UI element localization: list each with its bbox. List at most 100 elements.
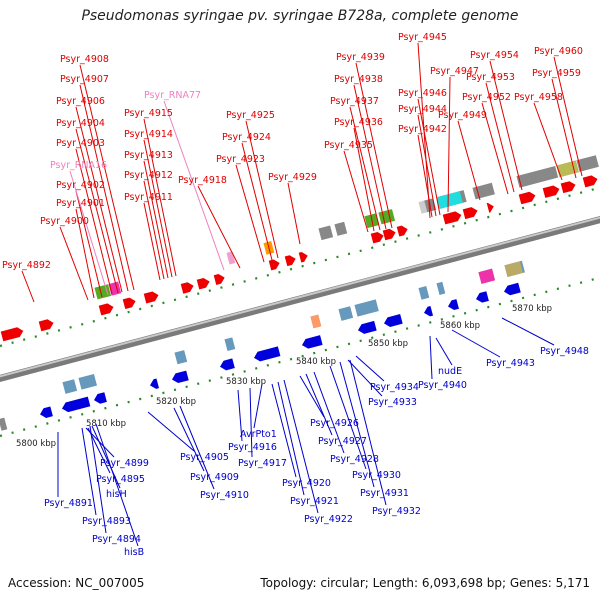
reverse-gene-label[interactable]: Psyr_4943 [486,358,535,369]
forward-gene-label[interactable]: Psyr_4942 [398,124,447,135]
forward-rna[interactable] [226,251,236,265]
reverse-gene-label[interactable]: Psyr_4926 [310,418,359,429]
reverse-gene-arrow[interactable] [447,299,459,311]
forward-gene-label[interactable]: Psyr_4944 [398,104,447,115]
reverse-gene-label[interactable]: Psyr_4909 [190,472,239,483]
forward-gene-arrow[interactable] [143,290,160,304]
rna-label[interactable]: Psyr_RNA77 [144,90,201,101]
forward-gene-label[interactable]: Psyr_4900 [40,216,89,227]
forward-gene-label[interactable]: Psyr_4936 [334,117,383,128]
reverse-gene-arrow[interactable] [301,335,323,350]
reverse-gene-label[interactable]: Psyr_4940 [418,380,467,391]
forward-gene-label[interactable]: Psyr_4918 [178,175,227,186]
forward-gene-label[interactable]: Psyr_4954 [470,50,519,61]
reverse-gene-block[interactable] [62,379,78,394]
forward-gene-label[interactable]: Psyr_4945 [398,32,447,43]
reverse-gene-label[interactable]: Psyr_4931 [360,488,409,499]
forward-gene-label[interactable]: Psyr_4902 [56,180,105,191]
forward-gene-label[interactable]: Psyr_4915 [124,108,173,119]
reverse-gene-arrow[interactable] [61,396,91,414]
forward-gene-label[interactable]: Psyr_4946 [398,88,447,99]
forward-gene-arrow[interactable] [582,174,599,188]
forward-rna[interactable] [418,200,428,214]
forward-gene-label[interactable]: Psyr_4935 [324,140,373,151]
forward-gene-label[interactable]: Psyr_4959 [532,68,581,79]
forward-gene-arrow[interactable] [98,302,115,316]
reverse-gene-label[interactable]: Psyr_4933 [368,397,417,408]
reverse-gene-label[interactable]: Psyr_4934 [370,382,419,393]
reverse-gene-label[interactable]: Psyr_4910 [200,490,249,501]
forward-gene-label[interactable]: Psyr_4958 [514,92,563,103]
reverse-gene-arrow[interactable] [357,320,377,335]
forward-gene-label[interactable]: Psyr_4960 [534,46,583,57]
reverse-gene-block[interactable] [338,306,354,321]
reverse-gene-arrow[interactable] [503,282,521,297]
reverse-gene-label[interactable]: Psyr_4932 [372,506,421,517]
reverse-gene-label[interactable]: hisB [124,547,144,558]
forward-gene-block[interactable] [334,221,348,236]
forward-gene-block[interactable] [318,225,334,241]
forward-gene-label[interactable]: Psyr_4904 [56,118,105,129]
reverse-gene-block[interactable] [436,281,446,295]
reverse-gene-block[interactable] [224,337,236,352]
forward-gene-label[interactable]: Psyr_4924 [222,132,271,143]
reverse-gene-label[interactable]: Psyr_4895 [96,474,145,485]
reverse-gene-block[interactable] [0,417,8,431]
forward-gene-cyan[interactable] [436,191,463,209]
reverse-gene-label[interactable]: Psyr_4928 [330,454,379,465]
forward-gene-arrow[interactable] [298,251,309,263]
forward-gene-arrow[interactable] [442,210,463,225]
reverse-gene-label[interactable]: nudE [438,366,462,377]
reverse-gene-label[interactable]: Psyr_4916 [228,442,277,453]
forward-gene-label[interactable]: Psyr_4907 [60,74,109,85]
reverse-gene-block[interactable] [174,350,188,365]
forward-gene-label[interactable]: Psyr_4939 [336,52,385,63]
reverse-gene-label[interactable]: Psyr_4921 [290,496,339,507]
reverse-gene-arrow[interactable] [171,370,189,385]
reverse-gene-arrow[interactable] [39,406,53,420]
forward-gene-label[interactable]: Psyr_4923 [216,154,265,165]
forward-gene-block[interactable] [576,155,599,172]
forward-gene-label[interactable]: Psyr_4937 [330,96,379,107]
reverse-gene-arrow[interactable] [149,378,160,390]
forward-gene-green[interactable] [94,284,112,300]
reverse-gene-label[interactable]: AvrPto1 [240,429,277,440]
reverse-gene-arrow[interactable] [423,305,434,318]
forward-gene-label[interactable]: Psyr_4903 [56,138,105,149]
forward-gene-arrow[interactable] [284,254,297,267]
forward-gene-label[interactable]: Psyr_4914 [124,129,173,140]
forward-gene-arrow[interactable] [486,202,495,213]
reverse-gene-label[interactable]: hisH [106,489,127,500]
forward-gene-arrow[interactable] [196,277,211,290]
forward-gene-label[interactable]: Psyr_4947 [430,66,479,77]
forward-gene-arrow[interactable] [122,296,137,310]
reverse-gene-label[interactable]: Psyr_4894 [92,534,141,545]
reverse-gene-label[interactable]: Psyr_4930 [352,470,401,481]
reverse-gene-arrow[interactable] [93,392,107,405]
reverse-gene-label[interactable]: Psyr_4905 [180,452,229,463]
reverse-gene-block[interactable] [78,373,98,390]
reverse-gene-label[interactable]: Psyr_4893 [82,516,131,527]
forward-gene-arrow[interactable] [0,326,25,342]
forward-gene-label[interactable]: Psyr_4949 [438,110,487,121]
forward-gene-label[interactable]: Psyr_4908 [60,54,109,65]
forward-gene-block[interactable] [516,165,559,188]
reverse-gene-block[interactable] [418,286,430,300]
forward-gene-arrow[interactable] [560,180,577,194]
forward-gene-arrow[interactable] [38,318,55,332]
reverse-gene-label[interactable]: Psyr_4922 [304,514,353,525]
forward-gene-green[interactable] [378,209,396,225]
rna-label[interactable]: Psyr_RNA16 [50,160,107,171]
forward-gene-arrow[interactable] [542,184,561,198]
reverse-gene-label[interactable]: Psyr_4899 [100,458,149,469]
reverse-gene-arrow[interactable] [475,291,489,304]
forward-gene-arrow[interactable] [213,273,226,285]
reverse-gene-arrow[interactable] [253,346,281,362]
forward-gene-label[interactable]: Psyr_4911 [124,192,173,203]
reverse-gene-label[interactable]: Psyr_4948 [540,346,589,357]
reverse-gene-block[interactable] [354,299,379,317]
forward-gene-label[interactable]: Psyr_4901 [56,198,105,209]
reverse-gene-label[interactable]: Psyr_4891 [44,498,93,509]
forward-gene-arrow[interactable] [518,191,537,205]
forward-gene-label[interactable]: Psyr_4892 [2,260,51,271]
